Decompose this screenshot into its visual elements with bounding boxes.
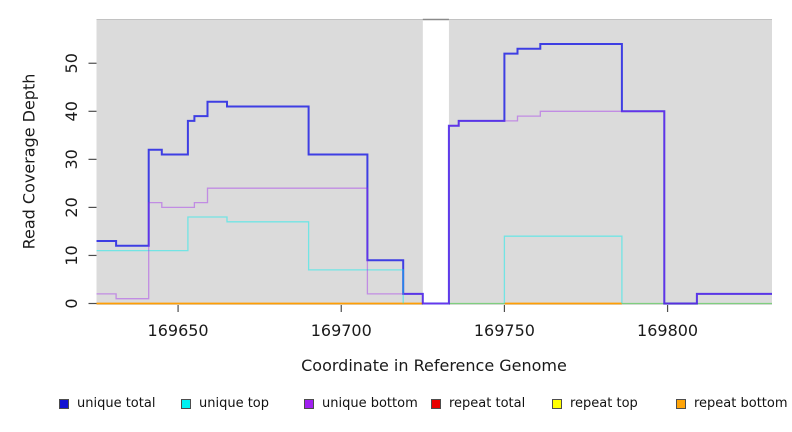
x-tick-label: 169800 [637, 321, 698, 340]
y-axis-title: Read Coverage Depth [19, 73, 39, 250]
y-tick-label: 50 [62, 53, 81, 73]
y-tick-label: 20 [62, 197, 81, 217]
y-tick-label: 40 [62, 101, 81, 121]
series-path-unique-bottom [96, 110, 772, 305]
series-path-unique-total [96, 43, 772, 305]
panel-rect [96, 19, 423, 305]
y-tick-label: 10 [62, 245, 81, 265]
x-tick-label: 169750 [474, 321, 535, 340]
x-axis-title: Coordinate in Reference Genome [301, 356, 567, 375]
x-tick-label: 169650 [148, 321, 209, 340]
y-tick-label: 0 [62, 298, 81, 308]
y-tick-label: 30 [62, 149, 81, 169]
x-tick-label: 169700 [311, 321, 372, 340]
panel-rect [448, 19, 772, 305]
